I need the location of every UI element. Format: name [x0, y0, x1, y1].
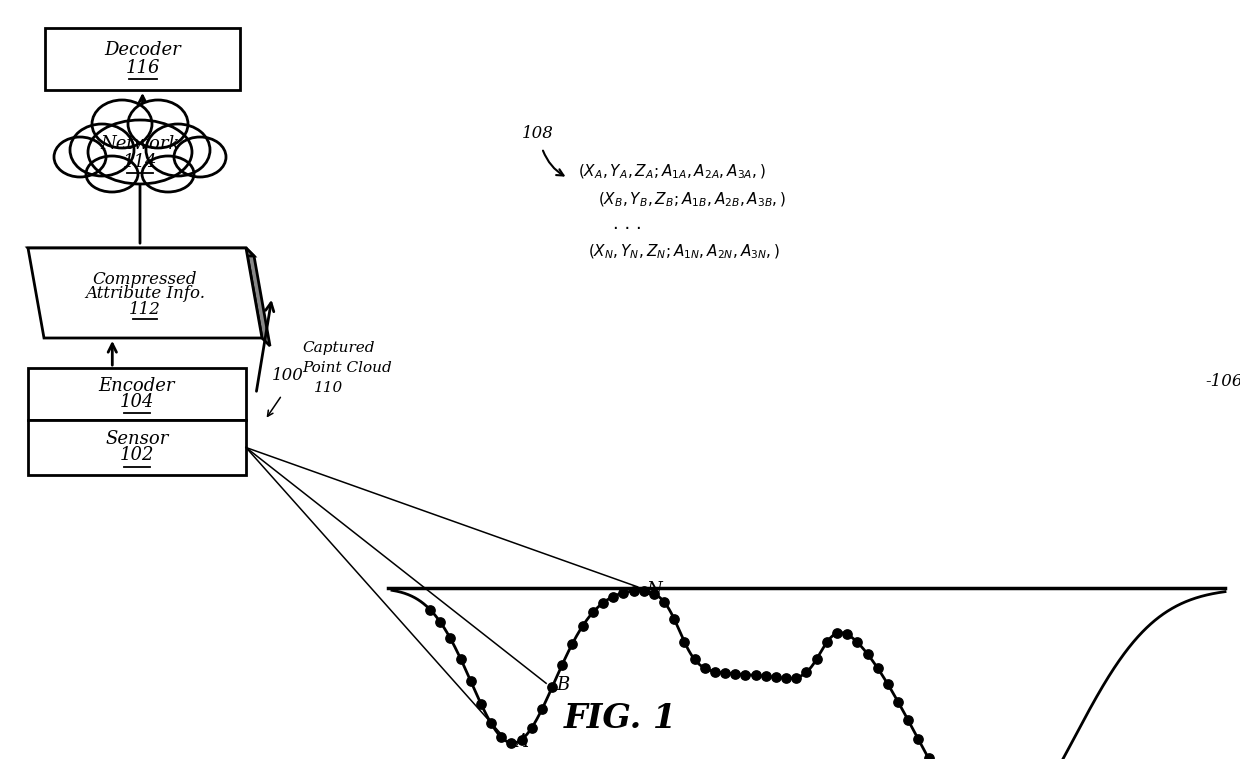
Point [706, 666, 725, 678]
Point [878, 679, 898, 691]
Ellipse shape [92, 100, 153, 148]
Point [796, 666, 816, 679]
Point [684, 653, 704, 666]
Point [501, 737, 521, 749]
Point [858, 648, 878, 660]
Point [522, 722, 542, 734]
Point [909, 733, 929, 745]
Text: $(X_B, Y_B, Z_B; A_{1B}, A_{2B}, A_{3B},)$: $(X_B, Y_B, Z_B; A_{1B}, A_{2B}, A_{3B},… [598, 191, 786, 209]
Polygon shape [29, 248, 262, 338]
Point [532, 704, 552, 716]
Point [766, 672, 786, 684]
Point [583, 606, 603, 619]
Text: Network: Network [100, 135, 180, 153]
Text: B: B [556, 676, 569, 694]
Point [593, 597, 613, 609]
Ellipse shape [55, 137, 105, 177]
Ellipse shape [143, 156, 193, 192]
Point [919, 752, 939, 759]
Point [756, 670, 776, 682]
Ellipse shape [69, 124, 134, 176]
Text: Encoder: Encoder [99, 377, 175, 395]
Point [603, 591, 622, 603]
Point [430, 616, 450, 628]
Point [715, 667, 735, 679]
Point [552, 658, 572, 670]
Point [440, 632, 460, 644]
Point [471, 698, 491, 710]
Text: 114: 114 [123, 153, 157, 171]
Point [898, 714, 918, 726]
Point [512, 733, 532, 745]
Text: 116: 116 [125, 59, 160, 77]
Text: Compressed: Compressed [93, 272, 197, 288]
Ellipse shape [128, 100, 188, 148]
Text: 108: 108 [522, 124, 554, 141]
Point [542, 681, 562, 693]
Point [807, 653, 827, 665]
Polygon shape [29, 248, 254, 256]
Point [563, 638, 583, 650]
Point [420, 603, 440, 616]
Point [614, 587, 634, 599]
Point [665, 613, 684, 625]
Point [817, 636, 837, 648]
Polygon shape [246, 248, 270, 346]
Point [888, 696, 908, 708]
Point [694, 662, 714, 674]
Point [644, 587, 663, 600]
Text: A: A [516, 733, 528, 751]
FancyBboxPatch shape [29, 368, 246, 420]
Point [655, 596, 675, 608]
Point [786, 672, 806, 684]
Text: . . .: . . . [613, 215, 642, 233]
Point [461, 675, 481, 687]
Text: 102: 102 [120, 446, 154, 465]
Point [624, 585, 644, 597]
Text: Decoder: Decoder [104, 41, 181, 59]
Point [573, 620, 593, 632]
Point [837, 628, 857, 641]
Point [634, 584, 653, 597]
Text: $(X_A, Y_A, Z_A; A_{1A}, A_{2A}, A_{3A},)$: $(X_A, Y_A, Z_A; A_{1A}, A_{2A}, A_{3A},… [578, 162, 766, 181]
Point [725, 668, 745, 680]
Point [847, 636, 867, 648]
Text: $(X_N, Y_N, Z_N; A_{1N}, A_{2N}, A_{3N},)$: $(X_N, Y_N, Z_N; A_{1N}, A_{2N}, A_{3N},… [588, 243, 780, 261]
Point [868, 662, 888, 674]
Text: Attribute Info.: Attribute Info. [86, 285, 205, 303]
Text: -106: -106 [1205, 373, 1240, 390]
Ellipse shape [146, 124, 210, 176]
Text: FIG. 1: FIG. 1 [563, 701, 677, 735]
Text: 110: 110 [314, 381, 343, 395]
Point [827, 627, 847, 639]
Point [675, 636, 694, 648]
Point [735, 669, 755, 681]
Point [491, 731, 511, 743]
Point [450, 653, 470, 665]
Text: 100: 100 [272, 367, 304, 383]
Text: Point Cloud: Point Cloud [303, 361, 392, 375]
FancyBboxPatch shape [29, 420, 246, 475]
Point [776, 672, 796, 685]
Ellipse shape [88, 120, 192, 184]
Ellipse shape [86, 156, 138, 192]
Ellipse shape [174, 137, 226, 177]
Text: Sensor: Sensor [105, 430, 169, 449]
Text: Captured: Captured [303, 341, 374, 355]
Text: 104: 104 [120, 393, 154, 411]
Text: N: N [647, 581, 662, 599]
Text: 112: 112 [129, 301, 161, 317]
FancyBboxPatch shape [45, 28, 241, 90]
Point [745, 669, 765, 682]
Point [481, 717, 501, 729]
